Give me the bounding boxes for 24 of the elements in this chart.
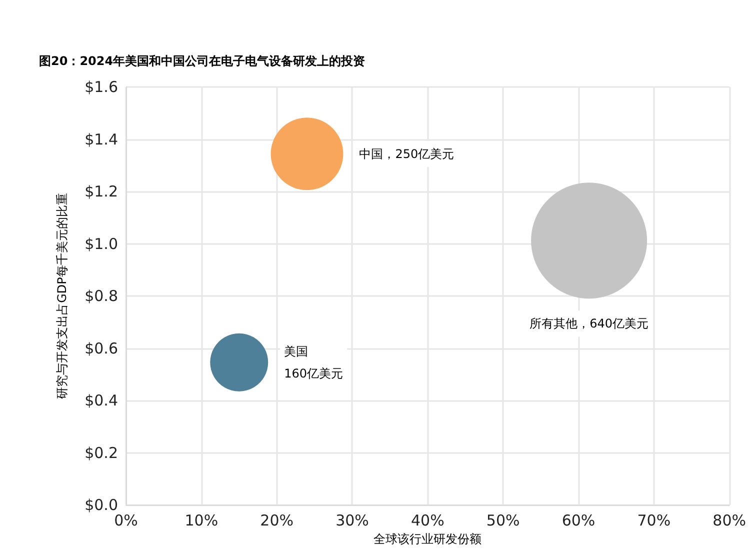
x-axis-title: 全球该行业研发份额 [374, 532, 482, 546]
y-axis-title: 研究与开发支出占GDP每千美元的比重 [55, 193, 69, 399]
y-tick-label: $1.2 [84, 182, 118, 200]
y-tick-label: $0.0 [84, 496, 118, 514]
x-tick-label: 80% [712, 512, 746, 530]
x-tick-label: 70% [637, 512, 671, 530]
series-label: 中国，250亿美元 [359, 146, 454, 161]
y-tick-label: $1.0 [84, 234, 118, 253]
x-tick-label: 50% [486, 512, 520, 530]
chart-title: 图20：2024年美国和中国公司在电子电气设备研发上的投资 [39, 54, 366, 68]
x-tick-label: 20% [260, 512, 294, 530]
y-tick-label: $0.8 [84, 287, 118, 305]
x-tick-label: 30% [336, 512, 369, 530]
x-tick-label: 10% [184, 512, 218, 530]
y-tick-label: $0.4 [84, 392, 118, 410]
y-tick-label: $1.6 [84, 78, 118, 96]
x-tick-label: 60% [562, 512, 596, 530]
x-tick-label: 0% [114, 512, 138, 530]
y-tick-label: $0.2 [84, 444, 118, 462]
y-tick-label: $0.6 [84, 339, 118, 358]
series-label: 美国 160亿美元 [284, 344, 344, 380]
y-tick-label: $1.4 [84, 130, 118, 148]
x-tick-label: 40% [410, 512, 444, 530]
text: 所有其他，640亿美元 [530, 316, 649, 331]
